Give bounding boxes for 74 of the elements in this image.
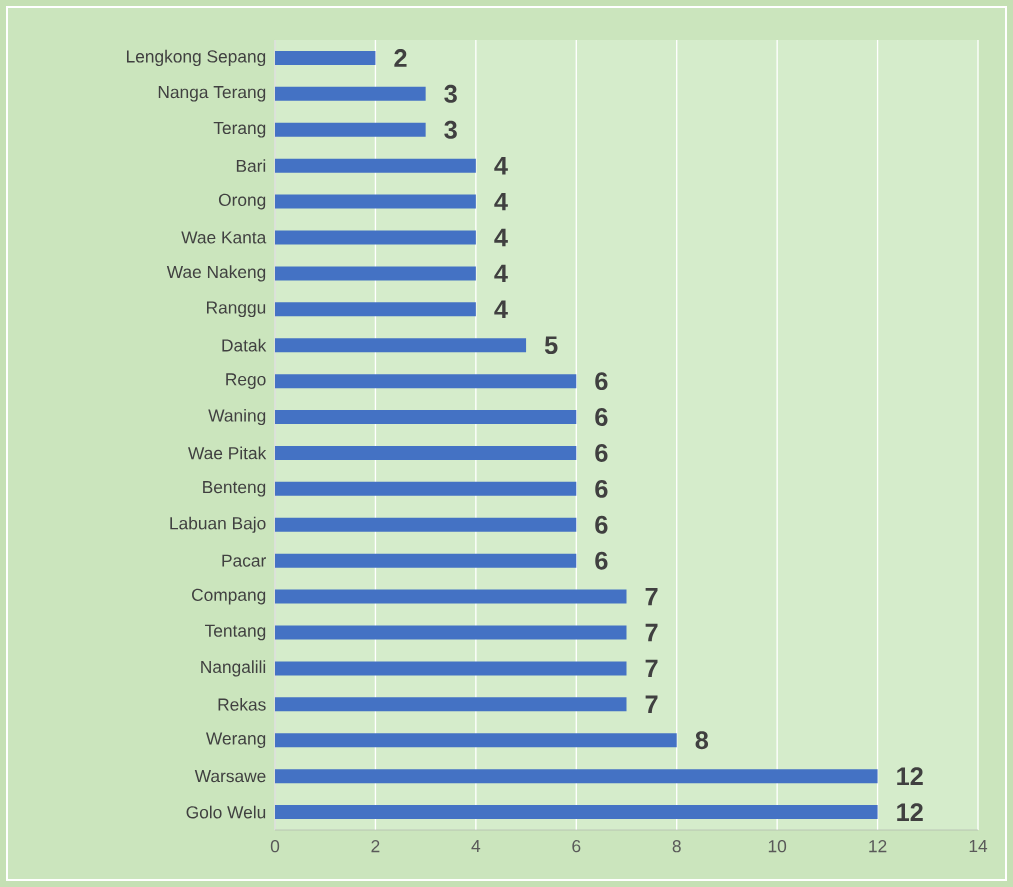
bar bbox=[275, 589, 627, 604]
y-tick-label: Benteng bbox=[203, 481, 266, 497]
data-label: 7 bbox=[645, 659, 658, 678]
bar bbox=[275, 50, 376, 65]
y-tick-label: Nanga Terang bbox=[158, 86, 266, 102]
x-tick-label: 8 bbox=[672, 840, 681, 853]
bar bbox=[275, 553, 577, 568]
data-label: 12 bbox=[897, 803, 923, 821]
x-tick-label: 6 bbox=[572, 840, 581, 853]
y-tick-label: Orong bbox=[218, 193, 266, 210]
x-tick-label: 12 bbox=[869, 840, 887, 853]
data-label: 6 bbox=[595, 372, 608, 391]
bar bbox=[275, 158, 476, 173]
bar bbox=[275, 194, 476, 209]
bar bbox=[275, 733, 677, 748]
bar bbox=[275, 769, 878, 784]
bar bbox=[275, 410, 577, 425]
data-label: 7 bbox=[645, 587, 658, 606]
data-label: 6 bbox=[595, 551, 608, 570]
y-tick-label: Compang bbox=[192, 588, 266, 605]
bar bbox=[275, 338, 527, 353]
x-tick-label: 14 bbox=[969, 840, 988, 852]
y-tick-label: Wae Kanta bbox=[181, 231, 267, 244]
data-label: 6 bbox=[595, 515, 608, 534]
y-tick-label: Rego bbox=[226, 373, 266, 389]
bar bbox=[275, 697, 627, 712]
y-tick-label: Terang bbox=[213, 122, 266, 138]
bar bbox=[275, 302, 476, 317]
data-label: 3 bbox=[444, 84, 457, 103]
y-tick-label: Bari bbox=[236, 159, 266, 173]
data-label: 6 bbox=[595, 479, 608, 498]
x-tick-label: 4 bbox=[471, 840, 481, 852]
data-label: 6 bbox=[595, 443, 608, 462]
y-tick-label: Tentang bbox=[205, 624, 266, 641]
y-tick-label: Labuan Bajo bbox=[170, 516, 266, 533]
data-label: 6 bbox=[595, 408, 608, 427]
data-label: 7 bbox=[645, 695, 658, 714]
data-label: 4 bbox=[494, 192, 508, 211]
data-label: 3 bbox=[444, 120, 457, 139]
y-tick-label: Waning bbox=[208, 408, 266, 426]
y-tick-label: Rekas bbox=[218, 697, 266, 711]
y-tick-label: Nangalili bbox=[201, 660, 266, 677]
y-tick-label: Pacar bbox=[222, 554, 266, 567]
bar bbox=[275, 266, 476, 281]
y-tick-label: Wae Nakeng bbox=[166, 265, 266, 282]
data-label: 4 bbox=[494, 300, 508, 319]
x-tick-label: 10 bbox=[768, 840, 787, 853]
bar bbox=[275, 805, 878, 820]
y-tick-label: Datak bbox=[222, 338, 267, 352]
bar bbox=[275, 445, 577, 460]
x-tick-label: 2 bbox=[371, 840, 380, 853]
data-label: 5 bbox=[544, 336, 558, 355]
y-tick-label: Lengkong Sepang bbox=[126, 49, 266, 67]
data-label: 12 bbox=[897, 767, 923, 785]
y-tick-label: Wae Pitak bbox=[188, 446, 267, 460]
bar bbox=[275, 86, 426, 101]
data-label: 4 bbox=[494, 264, 508, 283]
data-label: 2 bbox=[394, 49, 407, 67]
bar bbox=[275, 661, 627, 676]
x-tick-label: 0 bbox=[270, 840, 280, 853]
y-tick-label: Golo Welu bbox=[186, 805, 266, 819]
bar bbox=[275, 625, 627, 640]
y-tick-label: Ranggu bbox=[207, 301, 266, 318]
bar bbox=[275, 122, 426, 137]
bar bbox=[275, 230, 476, 245]
bar bbox=[275, 481, 577, 496]
data-label: 8 bbox=[695, 731, 709, 750]
y-tick-label: Warsawe bbox=[194, 770, 266, 783]
y-tick-label: Werang bbox=[206, 732, 266, 748]
bar bbox=[275, 374, 577, 389]
data-label: 4 bbox=[494, 156, 508, 175]
data-label: 4 bbox=[494, 228, 508, 247]
bar bbox=[275, 517, 577, 532]
data-label: 7 bbox=[645, 623, 658, 642]
